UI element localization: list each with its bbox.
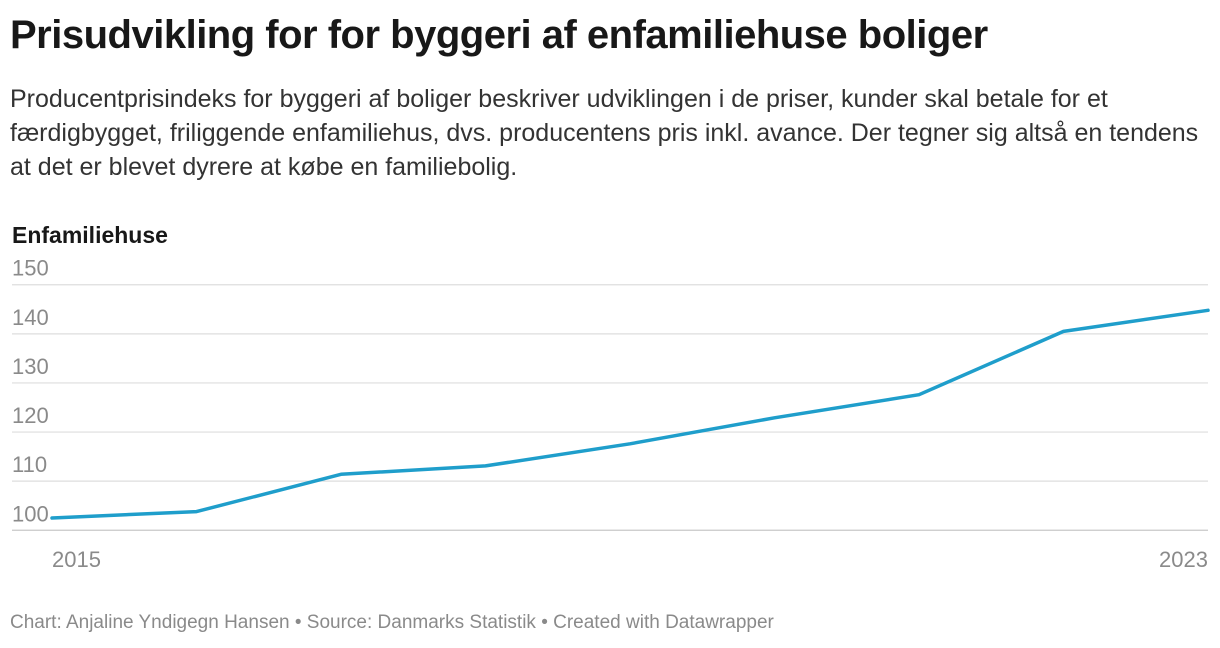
page-title: Prisudvikling for for byggeri af enfamil… — [10, 13, 988, 57]
y-tick-label: 150 — [12, 256, 49, 281]
chart-credits: Chart: Anjaline Yndigegn Hansen • Source… — [10, 612, 774, 633]
data-points — [51, 310, 1209, 519]
x-tick-label: 2023 — [1159, 547, 1208, 572]
y-tick-label: 130 — [12, 354, 49, 379]
chart-description: Producentprisindeks for byggeri af bolig… — [10, 85, 1199, 181]
gridlines — [12, 284, 1208, 531]
line-chart: 100 110 120 130 140 150 2015 2023 — [12, 256, 1210, 572]
chart-series-title: Enfamiliehuse — [12, 222, 168, 248]
y-tick-label: 120 — [12, 403, 49, 428]
y-tick-label: 140 — [12, 305, 49, 330]
y-tick-label: 110 — [12, 452, 47, 477]
y-axis-labels: 100 110 120 130 140 150 — [12, 256, 49, 527]
x-axis-labels: 2015 2023 — [52, 547, 1208, 572]
series-line-enfamiliehuse — [50, 308, 1210, 520]
y-tick-label: 100 — [12, 501, 49, 526]
x-tick-label: 2015 — [52, 547, 101, 572]
